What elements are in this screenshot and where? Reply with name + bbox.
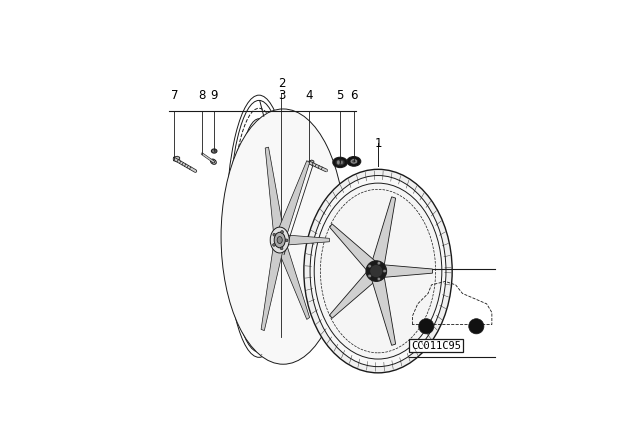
Text: 4: 4 <box>305 89 313 102</box>
Ellipse shape <box>314 183 442 359</box>
Polygon shape <box>275 161 310 243</box>
Ellipse shape <box>274 232 285 248</box>
Text: 9: 9 <box>211 89 218 102</box>
Ellipse shape <box>333 157 348 168</box>
Circle shape <box>419 319 434 334</box>
Circle shape <box>273 243 275 246</box>
Polygon shape <box>330 266 380 318</box>
Circle shape <box>468 319 484 334</box>
Ellipse shape <box>335 159 345 166</box>
Ellipse shape <box>347 156 361 166</box>
Circle shape <box>273 233 276 236</box>
Circle shape <box>281 231 284 233</box>
Text: 1: 1 <box>374 137 382 150</box>
Text: 5: 5 <box>337 89 344 102</box>
Ellipse shape <box>337 160 340 164</box>
Ellipse shape <box>366 261 387 281</box>
Circle shape <box>383 269 387 273</box>
Text: 3: 3 <box>278 89 285 102</box>
Circle shape <box>285 239 288 242</box>
Text: 8: 8 <box>198 89 206 102</box>
Ellipse shape <box>370 264 383 278</box>
Ellipse shape <box>221 109 345 364</box>
Circle shape <box>377 277 381 281</box>
Text: 2: 2 <box>278 77 285 90</box>
Text: CC011C95: CC011C95 <box>411 340 461 351</box>
Polygon shape <box>370 197 396 273</box>
Ellipse shape <box>212 150 216 152</box>
Polygon shape <box>309 160 314 165</box>
Text: 7: 7 <box>171 89 179 102</box>
Ellipse shape <box>277 237 282 244</box>
Ellipse shape <box>352 160 356 163</box>
Ellipse shape <box>340 161 343 164</box>
Ellipse shape <box>211 149 217 153</box>
Text: 6: 6 <box>350 89 358 102</box>
Ellipse shape <box>270 227 289 253</box>
Polygon shape <box>173 156 180 162</box>
Ellipse shape <box>310 176 446 366</box>
Polygon shape <box>376 264 433 278</box>
Ellipse shape <box>304 169 452 373</box>
Circle shape <box>377 262 381 265</box>
Polygon shape <box>265 147 285 241</box>
Polygon shape <box>280 234 330 246</box>
Bar <box>409 339 463 352</box>
Polygon shape <box>330 224 380 277</box>
Polygon shape <box>275 237 310 319</box>
Circle shape <box>368 264 371 268</box>
Polygon shape <box>261 238 285 331</box>
Circle shape <box>280 247 283 250</box>
Circle shape <box>368 274 371 278</box>
Ellipse shape <box>350 159 358 164</box>
Polygon shape <box>370 269 396 345</box>
